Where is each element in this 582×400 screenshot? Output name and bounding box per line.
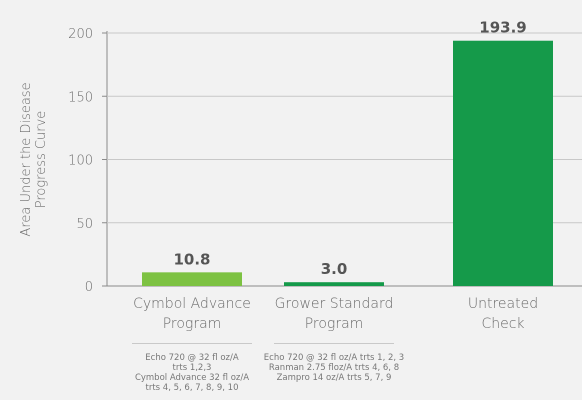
y-axis-title-line: Progress Curve (34, 111, 49, 209)
y-tick-label: 100 (68, 154, 93, 169)
category-note-line: Ranman 2.75 floz/A trts 4, 6, 8 (268, 363, 400, 373)
y-tick-label: 0 (85, 280, 93, 295)
x-tick-label-line: Grower Standard (274, 296, 394, 312)
x-tick-label: Grower Standard Program (259, 294, 409, 334)
x-tick-label-line: Program (304, 316, 364, 332)
y-tick-label: 50 (76, 217, 93, 232)
category-note-line: trts 1,2,3 (172, 363, 212, 373)
bar (453, 40, 553, 287)
x-tick-label-line: Cymbol Advance (133, 296, 251, 312)
category-note-line: Cymbol Advance 32 fl oz/A (134, 373, 250, 383)
x-tick-label: Untreated Check (428, 294, 578, 334)
y-tick-label: 150 (68, 90, 93, 105)
category-note-line: Echo 720 @ 32 fl oz/A (145, 353, 239, 363)
x-tick-label-line: Untreated (467, 296, 539, 312)
data-label: 193.9 (479, 19, 526, 37)
category-note-line: Zampro 14 oz/A trts 5, 7, 9 (276, 373, 392, 383)
y-axis-title: Area Under the DiseaseProgress Curve (19, 82, 49, 236)
category-divider (132, 343, 252, 344)
category-divider (274, 343, 394, 344)
category-note: Echo 720 @ 32 fl oz/A trts 1,2,3 Cymbol Ad… (112, 353, 272, 393)
data-label: 10.8 (173, 250, 210, 268)
y-axis-title-line: Area Under the Disease (19, 82, 34, 236)
category-note-line: trts 4, 5, 6, 7, 8, 9, 10 (145, 383, 239, 393)
bar (142, 272, 242, 286)
category-note-line: Echo 720 @ 32 fl oz/A trts 1, 2, 3 (263, 353, 405, 363)
y-tick-label: 200 (68, 27, 93, 42)
x-tick-label-line: Program (162, 316, 222, 332)
data-label: 3.0 (321, 260, 348, 278)
x-tick-label-line: Check (481, 316, 525, 332)
bar (284, 282, 384, 286)
x-tick-label: Cymbol Advance Program (117, 294, 267, 334)
category-note: Echo 720 @ 32 fl oz/A trts 1, 2, 3 Ranman… (254, 353, 414, 383)
